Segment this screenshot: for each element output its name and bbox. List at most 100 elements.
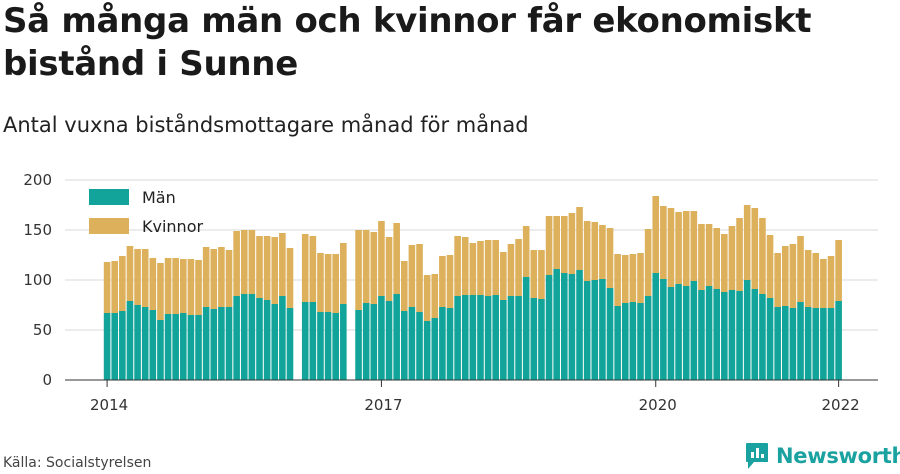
- bar-men: [698, 290, 705, 380]
- bar-men: [561, 273, 568, 380]
- bar-women: [736, 218, 743, 291]
- bar-women: [515, 239, 522, 296]
- x-tick-label: 2022: [822, 396, 860, 414]
- bar-men: [820, 308, 827, 380]
- brand-name: Newsworthy: [776, 444, 900, 468]
- bar-men: [111, 313, 119, 380]
- bar-men: [591, 280, 599, 380]
- bar-men: [286, 308, 294, 380]
- bar-women: [423, 275, 431, 321]
- bar-women: [461, 237, 469, 295]
- bar-women: [743, 205, 751, 280]
- bar-men: [530, 298, 538, 380]
- bar-women: [324, 254, 332, 312]
- bar-women: [393, 223, 400, 294]
- x-tick-label: 2014: [90, 396, 128, 414]
- bar-women: [599, 225, 606, 279]
- legend: Män Kvinnor: [89, 188, 203, 236]
- bar-women: [781, 246, 789, 306]
- bar-men: [637, 303, 644, 380]
- bar-men: [317, 312, 324, 380]
- chart-title: Så många män och kvinnor får ekonomiskt …: [3, 1, 812, 84]
- bar-men: [835, 301, 842, 380]
- bar-men: [195, 315, 202, 380]
- bar-men: [804, 307, 812, 380]
- bar-men: [477, 295, 484, 380]
- y-tick-label: 150: [23, 221, 52, 239]
- bar-men: [370, 304, 378, 380]
- bar-women: [439, 256, 446, 307]
- source-note: Källa: Socialstyrelsen: [3, 455, 152, 471]
- bar-men: [538, 299, 545, 380]
- bar-men: [484, 296, 492, 380]
- bar-women: [827, 256, 835, 308]
- bar-women: [591, 222, 599, 280]
- bar-women: [164, 258, 172, 314]
- bar-men: [667, 287, 675, 380]
- x-axis-ticks: 2014 2017 2020 2022: [90, 380, 860, 414]
- bar-men: [240, 294, 248, 380]
- bar-men: [675, 284, 682, 380]
- bar-men: [690, 281, 698, 380]
- bar-women: [454, 236, 461, 296]
- y-tick-label: 100: [23, 271, 52, 289]
- bar-men: [766, 298, 774, 380]
- bar-men: [781, 306, 789, 380]
- bar-men: [157, 320, 164, 380]
- bar-men: [263, 300, 271, 380]
- bar-women: [271, 237, 279, 304]
- bar-men: [126, 301, 134, 380]
- bar-women: [568, 213, 576, 274]
- bar-men: [149, 310, 157, 380]
- bar-women: [553, 216, 560, 269]
- bar-men: [210, 309, 218, 380]
- bar-men: [385, 301, 393, 380]
- bar-women: [789, 244, 797, 308]
- bar-women: [751, 208, 759, 289]
- bar-women: [362, 230, 370, 303]
- bar-women: [797, 236, 804, 302]
- bar-men: [492, 295, 500, 380]
- bar-men: [812, 308, 820, 380]
- bar-women: [195, 260, 202, 315]
- bar-women: [446, 255, 454, 308]
- y-tick-label: 50: [33, 321, 52, 339]
- bar-men: [751, 289, 759, 380]
- bar-women: [583, 221, 591, 281]
- bar-men: [172, 314, 179, 380]
- bar-men: [736, 291, 743, 380]
- bar-men: [187, 315, 195, 380]
- bar-women: [484, 240, 492, 296]
- y-axis-ticks: 0 50 100 150 200: [23, 171, 52, 389]
- bar-men: [827, 308, 835, 380]
- bar-women: [629, 254, 637, 302]
- bar-women: [728, 226, 736, 290]
- bar-men: [545, 275, 553, 380]
- legend-label-women: Kvinnor: [142, 217, 203, 236]
- brand[interactable]: Newsworthy: [745, 442, 900, 470]
- bar-men: [378, 296, 385, 380]
- bar-men: [515, 296, 522, 380]
- bar-women: [766, 235, 774, 298]
- bar-men: [721, 292, 728, 380]
- bar-women: [111, 261, 119, 313]
- bar-men: [340, 304, 347, 380]
- bar-women: [301, 234, 309, 302]
- bar-women: [263, 236, 271, 300]
- bar-women: [378, 221, 385, 296]
- bar-men: [408, 307, 416, 380]
- bar-women: [530, 250, 538, 298]
- legend-label-men: Män: [142, 188, 176, 207]
- bar-men: [583, 281, 591, 380]
- bar-women: [180, 259, 187, 313]
- bar-men: [454, 296, 461, 380]
- bar-women: [279, 233, 286, 296]
- bar-men: [225, 307, 233, 380]
- bar-men: [400, 311, 408, 380]
- bar-women: [698, 224, 705, 290]
- bar-women: [218, 247, 225, 307]
- x-tick-label: 2017: [364, 396, 402, 414]
- bar-men: [774, 307, 781, 380]
- bar-women: [820, 259, 827, 308]
- bar-men: [461, 295, 469, 380]
